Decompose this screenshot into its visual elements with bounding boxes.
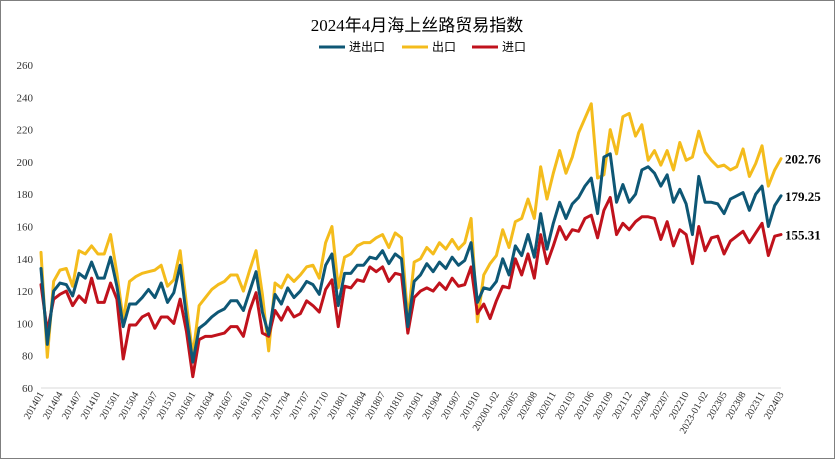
end-value-label: 179.25: [785, 189, 821, 204]
legend-label: 进口: [502, 40, 526, 54]
series-进出口: [39, 152, 783, 364]
y-tick-label: 120: [17, 286, 34, 298]
y-tick-label: 80: [22, 351, 34, 363]
y-tick-label: 200: [17, 157, 34, 169]
chart-title: 2024年4月海上丝路贸易指数: [311, 16, 524, 35]
y-tick-label: 220: [17, 125, 34, 137]
y-tick-label: 140: [17, 254, 34, 266]
y-tick-label: 100: [17, 318, 34, 330]
legend-label: 进出口: [349, 40, 385, 54]
legend-item-出口: 出口: [402, 40, 456, 54]
y-tick-label: 60: [22, 383, 34, 395]
legend-item-进出口: 进出口: [319, 40, 385, 54]
legend-label: 出口: [432, 40, 456, 54]
end-value-label: 202.76: [785, 152, 821, 167]
legend: 进出口 出口 进口: [319, 40, 526, 54]
series-line: [39, 152, 783, 364]
series-line: [39, 102, 783, 359]
series-layer: [39, 102, 783, 379]
series-进口: [39, 195, 783, 379]
series-出口: [39, 102, 783, 359]
y-tick-label: 180: [17, 189, 34, 201]
series-line: [39, 195, 783, 379]
x-axis: 2014012014042014072014102015012015042015…: [22, 387, 787, 436]
y-tick-label: 160: [17, 222, 34, 234]
end-labels: 179.25 202.76 155.31: [785, 152, 821, 243]
legend-item-进口: 进口: [472, 40, 526, 54]
y-tick-label: 240: [17, 92, 34, 104]
y-tick-label: 260: [17, 60, 34, 72]
end-value-label: 155.31: [785, 228, 821, 243]
y-axis: 60 80 100 120 140 160 180 200 220 240 260: [17, 60, 34, 395]
